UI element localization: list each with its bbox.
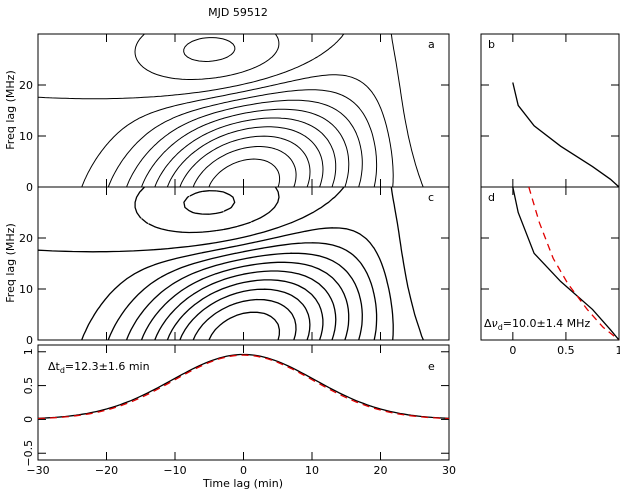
- y-axis-label-a: Freq lag (MHz): [4, 70, 17, 149]
- contour-level-c-6: [140, 261, 350, 340]
- ytick-label-e-1: 1: [22, 348, 35, 355]
- contour-level-c-7: [154, 270, 337, 340]
- annotation-d-symbol: ν: [492, 317, 498, 330]
- panel-d-frame: [480, 186, 620, 341]
- xtick-label-e--20: −20: [95, 464, 118, 477]
- contour-level-a-0: [183, 37, 236, 62]
- ytick-label-c-0: 0: [26, 334, 33, 347]
- contour-level-c-3: [81, 227, 394, 340]
- x-axis-label: Time lag (min): [202, 477, 283, 490]
- xtick-label-e--10: −10: [163, 464, 186, 477]
- contour-level-c-4: [107, 242, 378, 340]
- contour-level-a-9: [179, 135, 311, 187]
- panel-b-series-0: [512, 82, 620, 188]
- panel-c-contours: [38, 187, 425, 340]
- ytick-label-c-10: 10: [19, 283, 33, 296]
- contour-level-c-2: [38, 187, 425, 340]
- contour-level-a-11: [208, 158, 281, 187]
- xtick-label-e-10: 10: [305, 464, 319, 477]
- panel-c-frame: [37, 186, 450, 341]
- panel-label-e: e: [428, 360, 435, 373]
- panel-d-series-1: [528, 186, 620, 341]
- contour-level-c-9: [179, 288, 311, 340]
- panel-b-lines: [512, 82, 620, 188]
- ytick-label-a-10: 10: [19, 130, 33, 143]
- contour-level-a-4: [107, 89, 378, 187]
- contour-level-c-10: [192, 298, 297, 340]
- contour-level-c-5: [125, 252, 363, 340]
- ytick-label-e-0.5: 0.5: [22, 377, 35, 395]
- ytick-label-a-20: 20: [19, 79, 33, 92]
- annotation-e-prefix: Δt: [48, 360, 61, 373]
- contour-level-a-6: [141, 108, 350, 187]
- panel-d-series-0: [512, 186, 620, 341]
- contour-level-a-3: [81, 74, 394, 187]
- panel-label-d: d: [488, 191, 495, 204]
- annotation-e: Δtd=12.3±1.6 min: [48, 360, 150, 375]
- panel-d-lines: [512, 186, 620, 341]
- ytick-label-a-0: 0: [26, 181, 33, 194]
- annotation-e-value: =12.3±1.6 min: [65, 360, 150, 373]
- xtick-label-d-0.5: 0.5: [557, 344, 575, 357]
- xtick-label-e-0: 0: [240, 464, 247, 477]
- chart-title: MJD 59512: [208, 6, 268, 19]
- annotation-d-sub: d: [498, 323, 503, 332]
- xtick-label-e--30: −30: [26, 464, 49, 477]
- ytick-label-e-0: 0: [22, 416, 35, 423]
- contour-level-c-1: [134, 187, 280, 234]
- panel-label-a: a: [428, 38, 435, 51]
- contour-level-a-10: [192, 146, 297, 187]
- contour-level-a-8: [166, 126, 324, 187]
- panel-b-frame: [480, 33, 620, 188]
- contour-level-a-7: [154, 117, 337, 187]
- ytick-label-c-20: 20: [19, 232, 33, 245]
- panel-a-contours: [38, 34, 424, 187]
- contour-level-a-2: [38, 34, 424, 187]
- panel-e-lines: [37, 353, 450, 420]
- panel-label-b: b: [488, 38, 495, 51]
- annotation-d: Δνd=10.0±1.4 MHz: [484, 317, 590, 332]
- panel-a-frame: [37, 33, 450, 188]
- contour-level-c-0: [183, 190, 236, 215]
- ytick-label-e--0.5: −0.5: [22, 440, 35, 467]
- contour-level-c-11: [208, 311, 281, 340]
- contour-level-a-5: [126, 99, 363, 187]
- contour-level-c-8: [166, 279, 324, 340]
- contour-level-a-1: [134, 34, 280, 80]
- annotation-d-value: =10.0±1.4 MHz: [503, 317, 591, 330]
- xtick-label-d-0: 0: [509, 344, 516, 357]
- annotation-e-sub: d: [60, 366, 65, 375]
- axis-ticks: 0 10 20 0 10 20 −30 −20 −10 0 10 20 30 0 0.5 1 −0.5 0 0.5 1: [19, 34, 620, 477]
- y-axis-label-c: Freq lag (MHz): [4, 223, 17, 302]
- annotation-d-prefix: Δ: [484, 317, 492, 330]
- xtick-label-d-1: 1: [616, 344, 620, 357]
- xtick-label-e-20: 20: [374, 464, 388, 477]
- xtick-label-e-30: 30: [442, 464, 456, 477]
- panel-label-c: c: [428, 191, 434, 204]
- panel-e-series-1: [37, 354, 450, 420]
